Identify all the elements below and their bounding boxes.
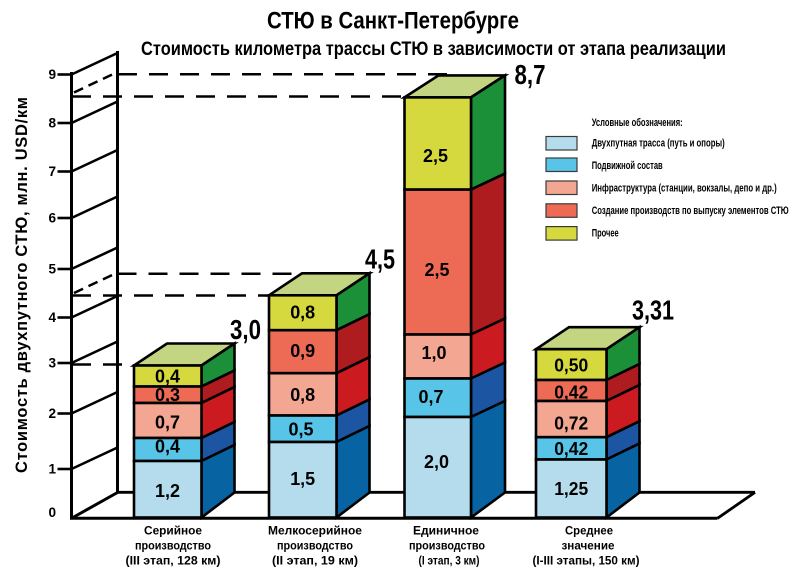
svg-text:0,9: 0,9 (290, 341, 315, 361)
svg-text:значение: значение (562, 541, 615, 553)
svg-text:1,0: 1,0 (422, 343, 447, 363)
svg-text:производство: производство (135, 541, 211, 553)
svg-text:0,42: 0,42 (554, 439, 588, 459)
svg-text:0,7: 0,7 (155, 413, 180, 433)
svg-text:0: 0 (48, 505, 56, 520)
svg-text:0,8: 0,8 (290, 303, 315, 323)
svg-text:4: 4 (48, 310, 56, 325)
svg-text:Двухпутная трасса (путь и опор: Двухпутная трасса (путь и опоры) (592, 137, 725, 149)
svg-text:Условные обозначения:: Условные обозначения: (592, 117, 683, 129)
svg-text:1,2: 1,2 (155, 481, 180, 501)
svg-text:9: 9 (48, 67, 56, 82)
svg-text:(III этап, 128 км): (III этап, 128 км) (126, 556, 221, 568)
svg-text:0,4: 0,4 (155, 437, 180, 457)
svg-text:0,42: 0,42 (554, 382, 588, 402)
svg-text:Стоимость двухпутного СТЮ, млн: Стоимость двухпутного СТЮ, млн. USD/км (13, 97, 31, 473)
svg-text:производство: производство (277, 541, 353, 553)
svg-text:(II этап, 19 км): (II этап, 19 км) (272, 556, 358, 568)
svg-text:Стоимость километра трассы СТЮ: Стоимость километра трассы СТЮ в зависим… (141, 39, 726, 60)
svg-text:0,72: 0,72 (554, 414, 588, 434)
svg-text:6: 6 (48, 211, 56, 226)
svg-text:Среднее: Среднее (565, 526, 613, 538)
svg-text:8,7: 8,7 (515, 59, 546, 90)
svg-text:2,5: 2,5 (425, 260, 450, 280)
svg-text:4,5: 4,5 (365, 244, 395, 275)
svg-text:Инфраструктура (станции, вокза: Инфраструктура (станции, вокзалы, депо и… (592, 183, 777, 195)
svg-text:Подвижной состав: Подвижной состав (592, 160, 663, 172)
svg-text:Мелкосерийное: Мелкосерийное (268, 526, 362, 538)
svg-text:0,5: 0,5 (289, 420, 314, 440)
svg-text:производство: производство (409, 541, 485, 553)
svg-text:3,31: 3,31 (632, 295, 674, 326)
svg-text:2: 2 (48, 406, 56, 421)
svg-text:Прочее: Прочее (592, 228, 619, 240)
svg-text:1: 1 (48, 462, 56, 477)
svg-text:0,50: 0,50 (554, 355, 588, 375)
svg-text:СТЮ в Санкт-Петербурге: СТЮ в Санкт-Петербурге (267, 8, 519, 35)
svg-text:1,25: 1,25 (554, 479, 588, 499)
svg-text:7: 7 (48, 164, 56, 179)
svg-text:Единичное: Единичное (413, 526, 479, 538)
svg-text:5: 5 (48, 262, 56, 277)
svg-text:0,7: 0,7 (419, 387, 444, 407)
svg-text:3: 3 (48, 356, 56, 371)
svg-text:Создание производств по выпуск: Создание производств по выпуску элементо… (592, 205, 789, 217)
svg-text:2,0: 2,0 (424, 452, 449, 472)
svg-text:1,5: 1,5 (290, 469, 315, 489)
svg-text:0,3: 0,3 (155, 385, 180, 405)
svg-text:0,8: 0,8 (290, 385, 315, 405)
svg-text:8: 8 (48, 116, 56, 131)
svg-text:0,4: 0,4 (155, 367, 180, 387)
svg-text:2,5: 2,5 (423, 146, 448, 166)
svg-text:(I этап, 3 км): (I этап, 3 км) (419, 556, 480, 568)
svg-text:(I-III этапы, 150 км): (I-III этапы, 150 км) (533, 556, 640, 568)
svg-text:3,0: 3,0 (230, 314, 261, 345)
svg-text:Серийное: Серийное (144, 526, 202, 538)
